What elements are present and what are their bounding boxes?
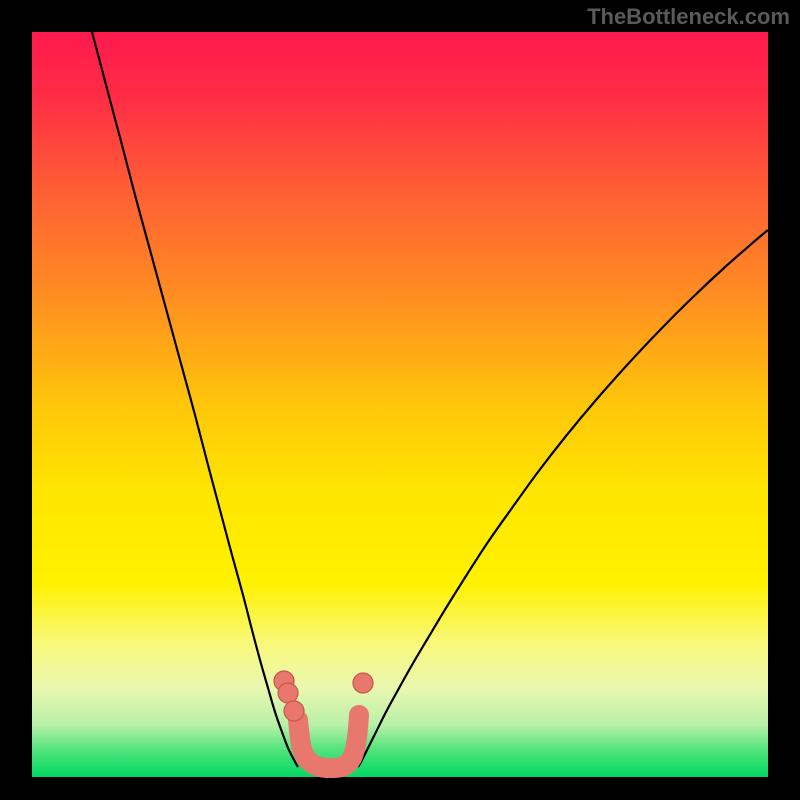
chart-svg bbox=[32, 32, 768, 777]
gradient-background bbox=[32, 32, 768, 777]
marker-dot bbox=[278, 683, 298, 703]
markers-right bbox=[353, 673, 373, 693]
watermark: TheBottleneck.com bbox=[587, 4, 790, 30]
marker-dot bbox=[284, 701, 304, 721]
marker-dot bbox=[353, 673, 373, 693]
plot-area bbox=[32, 32, 768, 777]
